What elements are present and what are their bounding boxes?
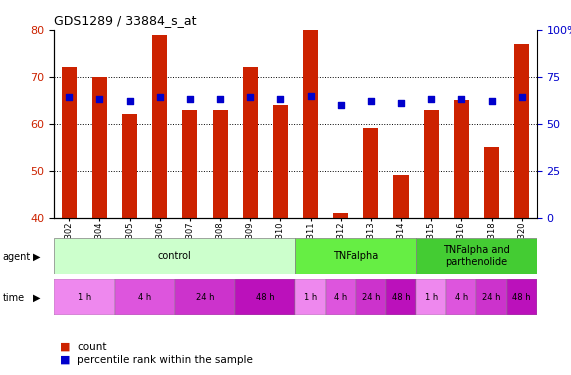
Bar (122, 114, 137, 218)
Bar (363, 128, 379, 217)
Point (95, 96, 104, 102)
Text: 1 h: 1 h (78, 292, 91, 302)
Text: 4 h: 4 h (138, 292, 151, 302)
Text: 4 h: 4 h (455, 292, 468, 302)
Text: ▶: ▶ (33, 293, 41, 303)
Point (155, 94, 164, 100)
Text: 1 h: 1 h (425, 292, 438, 302)
Text: percentile rank within the sample: percentile rank within the sample (77, 355, 253, 365)
Bar (62, 68, 77, 218)
Bar (514, 44, 529, 218)
Bar (54, 238, 296, 274)
Bar (243, 68, 258, 218)
Point (396, 100, 405, 106)
Text: 1 h: 1 h (304, 292, 317, 302)
Text: 48 h: 48 h (512, 292, 531, 302)
Point (457, 96, 466, 102)
Bar (235, 279, 296, 315)
Bar (333, 213, 348, 217)
Text: ▶: ▶ (33, 252, 41, 262)
Point (517, 94, 526, 100)
Bar (424, 110, 439, 218)
Point (125, 98, 134, 104)
Bar (476, 279, 506, 315)
Bar (115, 279, 175, 315)
Point (367, 98, 376, 104)
Point (246, 94, 255, 100)
Bar (296, 279, 325, 315)
Point (427, 96, 436, 102)
Point (306, 93, 315, 99)
Text: 4 h: 4 h (334, 292, 347, 302)
Point (186, 96, 195, 102)
Text: time: time (3, 293, 25, 303)
Text: TNFalpha and
parthenolide: TNFalpha and parthenolide (443, 245, 510, 267)
Bar (54, 279, 115, 315)
Point (276, 96, 285, 102)
Bar (212, 110, 228, 218)
Bar (296, 238, 416, 274)
Text: count: count (77, 342, 107, 352)
Text: control: control (158, 251, 192, 261)
Bar (182, 110, 198, 218)
Bar (175, 279, 235, 315)
Text: agent: agent (3, 252, 31, 262)
Text: ■: ■ (60, 355, 70, 365)
Bar (416, 279, 447, 315)
Text: GDS1289 / 33884_s_at: GDS1289 / 33884_s_at (54, 15, 197, 27)
Point (336, 102, 345, 108)
Text: TNFalpha: TNFalpha (333, 251, 379, 261)
Point (215, 96, 224, 102)
Bar (416, 238, 537, 274)
Bar (356, 279, 386, 315)
Bar (92, 77, 107, 218)
Bar (152, 34, 167, 218)
Bar (447, 279, 476, 315)
Bar (273, 105, 288, 218)
Text: 24 h: 24 h (196, 292, 214, 302)
Bar (303, 30, 318, 217)
Text: 24 h: 24 h (482, 292, 501, 302)
Bar (506, 279, 537, 315)
Bar (325, 279, 356, 315)
Text: 48 h: 48 h (392, 292, 411, 302)
Bar (484, 147, 499, 218)
Bar (393, 176, 409, 217)
Text: ■: ■ (60, 342, 70, 352)
Text: 24 h: 24 h (361, 292, 380, 302)
Bar (454, 100, 469, 218)
Point (487, 98, 496, 104)
Text: 48 h: 48 h (256, 292, 275, 302)
Bar (386, 279, 416, 315)
Point (65, 94, 74, 100)
